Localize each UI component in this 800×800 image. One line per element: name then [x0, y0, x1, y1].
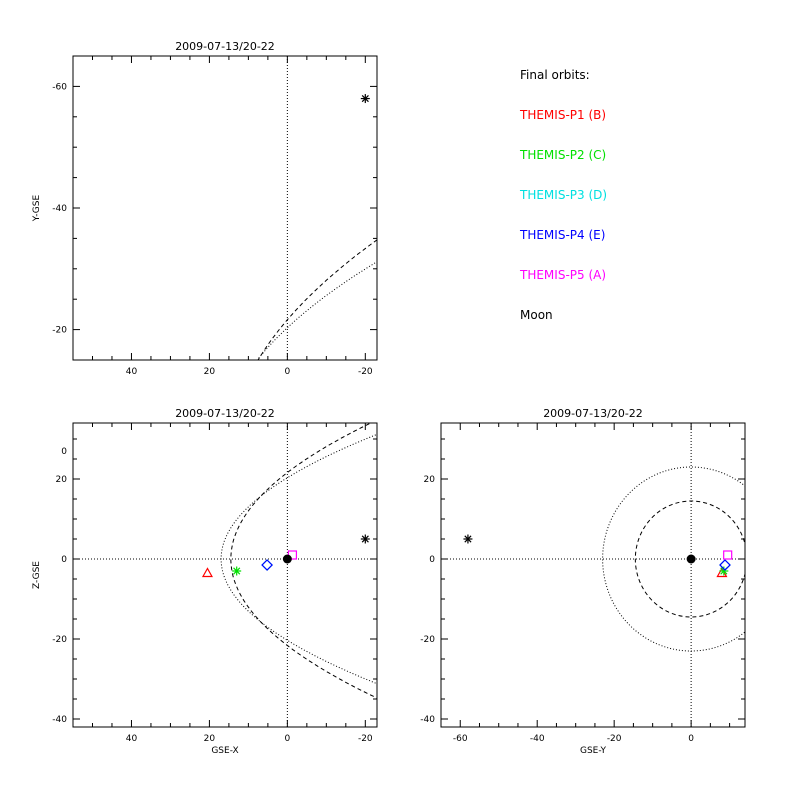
x-axis-label: GSE-Y: [580, 746, 607, 756]
y-tick-label: 20: [56, 475, 68, 485]
bow-shock-boundary: [602, 466, 745, 652]
moon-marker: [360, 534, 370, 544]
y-tick-label: -40: [420, 715, 435, 725]
legend-item-p4: THEMIS-P4 (E): [520, 228, 606, 242]
x-axis-label: GSE-X: [211, 746, 238, 756]
x-tick-label: 20: [204, 734, 216, 744]
y-tick-label: -20: [420, 635, 435, 645]
y-tick-label: 0: [429, 555, 435, 565]
y-tick-label: -20: [52, 326, 67, 336]
y-tick-label: 0: [61, 447, 67, 457]
x-tick-label: 40: [126, 734, 138, 744]
panel-title: 2009-07-13/20-22: [543, 407, 643, 420]
themis-p3-d-marker: [262, 500, 272, 510]
earth-marker: [282, 554, 292, 564]
x-tick-label: -40: [530, 734, 545, 744]
x-tick-label: -20: [358, 734, 373, 744]
themis-p4-e-marker: [719, 559, 731, 571]
bow-shock-boundary: [220, 433, 377, 685]
y-tick-label: -20: [52, 635, 67, 645]
earth-marker: [283, 447, 292, 456]
bow-shock-boundary: [256, 261, 377, 360]
themis-p2-c-marker: [719, 566, 729, 576]
legend-title: Final orbits:: [520, 68, 590, 82]
panel-title: 2009-07-13/20-22: [175, 407, 275, 420]
x-tick-label: -60: [453, 734, 468, 744]
themis-p5-a-marker: [723, 550, 733, 560]
x-tick-label: 0: [284, 734, 290, 744]
plot-frame: [72, 422, 378, 728]
x-tick-label: -20: [607, 734, 622, 744]
y-axis-label: Z-GSE: [32, 561, 42, 589]
panel-xz-plane: 2009-07-13/20-22 GSE-X Z-GSE 40 20 0 -20 -40 -20…: [32, 407, 378, 756]
plot-area: [441, 423, 745, 727]
panel-title: 2009-07-13/20-22: [175, 40, 275, 53]
legend-item-p1: THEMIS-P1 (B): [520, 108, 607, 122]
x-tick-label: 40: [126, 367, 138, 377]
legend-item-p2: THEMIS-P2 (C): [520, 148, 607, 162]
x-tick-label: 20: [204, 367, 216, 377]
themis-p4-e-marker: [262, 500, 272, 510]
x-tick-label: -20: [358, 367, 373, 377]
themis-p1-b-marker: [203, 495, 212, 503]
y-tick-label: 0: [61, 555, 67, 565]
moon-marker: [463, 534, 473, 544]
legend: Final orbits: THEMIS-P1 (B) THEMIS-P2 (C…: [520, 66, 607, 346]
earth-marker: [686, 554, 696, 564]
moon-marker: [360, 94, 370, 104]
y-axis-label: Y-GSE: [32, 195, 42, 223]
x-tick-label: 0: [688, 734, 694, 744]
y-tick-label: -40: [52, 715, 67, 725]
plot-frame: [72, 55, 378, 361]
magnetopause-boundary: [634, 500, 745, 618]
panel-xy-plane: 2009-07-13/20-22 Y-GSE 40 20 0 -20 -60 -40 -20 0: [32, 40, 378, 513]
legend-item-p5: THEMIS-P5 (A): [520, 268, 607, 282]
y-tick-label: -60: [52, 82, 67, 92]
plot-area: [73, 423, 377, 727]
legend-item-moon: Moon: [520, 308, 553, 322]
themis-p3-d-marker: [261, 559, 273, 571]
y-tick-label: -40: [52, 204, 67, 214]
themis-p4-e-marker: [261, 559, 273, 571]
legend-item-p3: THEMIS-P3 (D): [520, 188, 608, 202]
plot-area: [203, 56, 377, 513]
themis-p5-a-marker: [288, 505, 296, 513]
themis-p2-c-marker: [232, 498, 241, 507]
panel-yz-plane: 2009-07-13/20-22 GSE-Y -60 -40 -20 0 -40 -20 0 20: [420, 407, 746, 756]
y-tick-label: 20: [424, 475, 436, 485]
x-tick-label: 0: [284, 367, 290, 377]
plot-frame: [440, 422, 746, 728]
themis-p2-c-marker: [232, 566, 242, 576]
themis-p1-b-marker: [201, 567, 213, 578]
